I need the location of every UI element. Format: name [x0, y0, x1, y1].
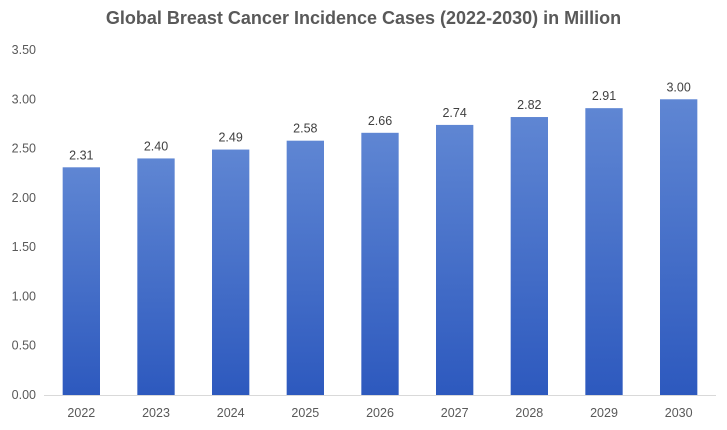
data-label-2030: 3.00 — [666, 80, 690, 94]
bar-2030 — [660, 99, 698, 396]
data-label-2026: 2.66 — [368, 114, 392, 128]
y-tick-label: 1.00 — [12, 289, 36, 303]
data-label-2024: 2.49 — [218, 131, 242, 145]
x-tick-label-2025: 2025 — [291, 406, 319, 420]
x-tick-label-2028: 2028 — [515, 406, 543, 420]
bar-2022 — [62, 167, 100, 395]
x-tick-label-2030: 2030 — [665, 406, 693, 420]
bar-2024 — [212, 149, 250, 395]
bar-2029 — [585, 108, 623, 396]
x-tick-label-2022: 2022 — [67, 406, 95, 420]
bar-2026 — [361, 132, 399, 396]
data-label-2022: 2.31 — [69, 148, 93, 162]
data-label-2023: 2.40 — [144, 139, 168, 153]
bar-2027 — [436, 124, 474, 396]
data-label-2027: 2.74 — [442, 106, 466, 120]
data-label-2029: 2.91 — [592, 89, 616, 103]
y-axis: 0.00 0.50 1.00 1.50 2.00 2.50 3.00 3.50 — [12, 43, 36, 402]
bar-2028 — [510, 117, 548, 396]
x-tick-label-2023: 2023 — [142, 406, 170, 420]
y-tick-label: 1.50 — [12, 240, 36, 254]
y-tick-label: 3.00 — [12, 92, 36, 106]
data-label-2028: 2.82 — [517, 98, 541, 112]
x-axis: 2022 2023 2024 2025 2026 2027 2028 2029 2030 — [44, 395, 716, 420]
y-tick-label: 2.00 — [12, 191, 36, 205]
data-labels: 2.31 2.40 2.49 2.58 2.66 2.74 2.82 2.91 3.00 — [69, 80, 691, 162]
x-tick-label-2024: 2024 — [217, 406, 245, 420]
y-tick-label: 2.50 — [12, 142, 36, 156]
bar-2023 — [137, 158, 175, 395]
data-label-2025: 2.58 — [293, 122, 317, 136]
y-tick-label: 0.50 — [12, 339, 36, 353]
y-tick-label: 0.00 — [12, 388, 36, 402]
x-tick-label-2027: 2027 — [441, 406, 469, 420]
x-tick-label-2026: 2026 — [366, 406, 394, 420]
bar-2025 — [286, 140, 324, 395]
y-tick-label: 3.50 — [12, 43, 36, 57]
bar-series — [62, 99, 698, 396]
x-tick-label-2029: 2029 — [590, 406, 618, 420]
chart-title: Global Breast Cancer Incidence Cases (20… — [105, 8, 622, 28]
